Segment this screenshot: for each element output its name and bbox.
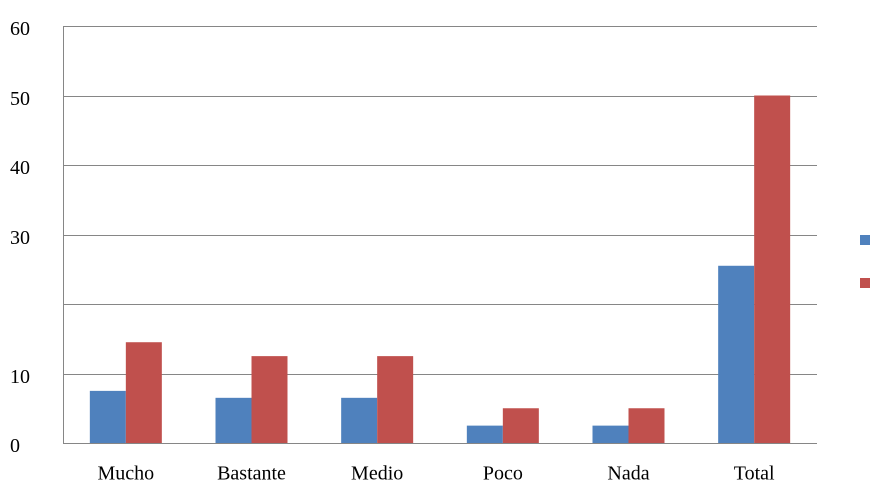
y-tick-label: 10 — [10, 366, 30, 388]
bar — [215, 397, 252, 443]
y-tick-label: 30 — [10, 227, 30, 249]
y-tick-label: 60 — [10, 18, 30, 40]
y-tick-label: 40 — [10, 157, 30, 179]
bar — [592, 425, 629, 443]
x-tick-label: Medio — [351, 463, 403, 485]
x-tick-label: Bastante — [217, 463, 286, 485]
bar — [251, 356, 288, 443]
y-tick-label: 0 — [10, 435, 20, 457]
bar — [502, 408, 539, 443]
y-tick-label: 50 — [10, 88, 30, 110]
x-tick-label: Nada — [607, 463, 649, 485]
legend-swatch — [860, 278, 870, 288]
bar — [754, 95, 791, 443]
x-tick-label: Total — [734, 463, 775, 485]
bar — [628, 408, 665, 443]
bar — [341, 397, 378, 443]
x-tick-label: Mucho — [97, 463, 154, 485]
legend-swatch — [860, 235, 870, 245]
bar — [718, 265, 755, 443]
bar — [89, 390, 126, 443]
bar — [125, 342, 162, 443]
bar — [377, 356, 414, 443]
bar — [466, 425, 503, 443]
x-tick-label: Poco — [483, 463, 523, 485]
